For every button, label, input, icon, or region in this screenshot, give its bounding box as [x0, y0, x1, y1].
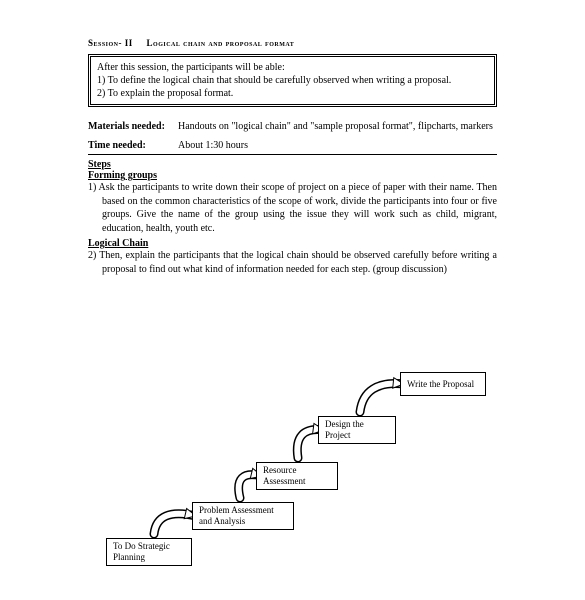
logical-chain-heading: Logical Chain [88, 238, 497, 249]
node-strategic-planning: To Do Strategic Planning [106, 538, 192, 566]
node-write-proposal: Write the Proposal [400, 372, 486, 396]
objective-2: 2) To explain the proposal format. [97, 87, 488, 100]
header-title: Logical chain and proposal format [147, 38, 295, 48]
objectives-box: After this session, the participants wil… [88, 54, 497, 107]
steps-heading: Steps [88, 159, 497, 170]
step-1: 1) Ask the participants to write down th… [88, 181, 497, 235]
node-design-project: Design the Project [318, 416, 396, 444]
logical-chain-diagram: To Do Strategic Planning Problem Assessm… [88, 358, 496, 578]
divider [88, 154, 497, 155]
session-label: Session- II [88, 38, 133, 48]
time-value: About 1:30 hours [178, 140, 497, 151]
materials-row: Materials needed: Handouts on "logical c… [88, 121, 497, 132]
time-row: Time needed: About 1:30 hours [88, 140, 497, 151]
objectives-intro: After this session, the participants wil… [97, 61, 488, 74]
node-problem-assessment: Problem Assessment and Analysis [192, 502, 294, 530]
node-label: To Do Strategic Planning [113, 541, 185, 563]
forming-groups-heading: Forming groups [88, 170, 497, 181]
materials-value: Handouts on "logical chain" and "sample … [178, 121, 497, 132]
time-label: Time needed: [88, 140, 178, 151]
node-resource-assessment: Resource Assessment [256, 462, 338, 490]
node-label: Problem Assessment and Analysis [199, 505, 287, 527]
node-label: Resource Assessment [263, 465, 331, 487]
objective-1: 1) To define the logical chain that shou… [97, 74, 488, 87]
materials-label: Materials needed: [88, 121, 178, 132]
node-label: Design the Project [325, 419, 389, 441]
node-label: Write the Proposal [407, 379, 474, 390]
step-2: 2) Then, explain the participants that t… [88, 249, 497, 276]
page-header: Session- II Logical chain and proposal f… [88, 38, 497, 48]
